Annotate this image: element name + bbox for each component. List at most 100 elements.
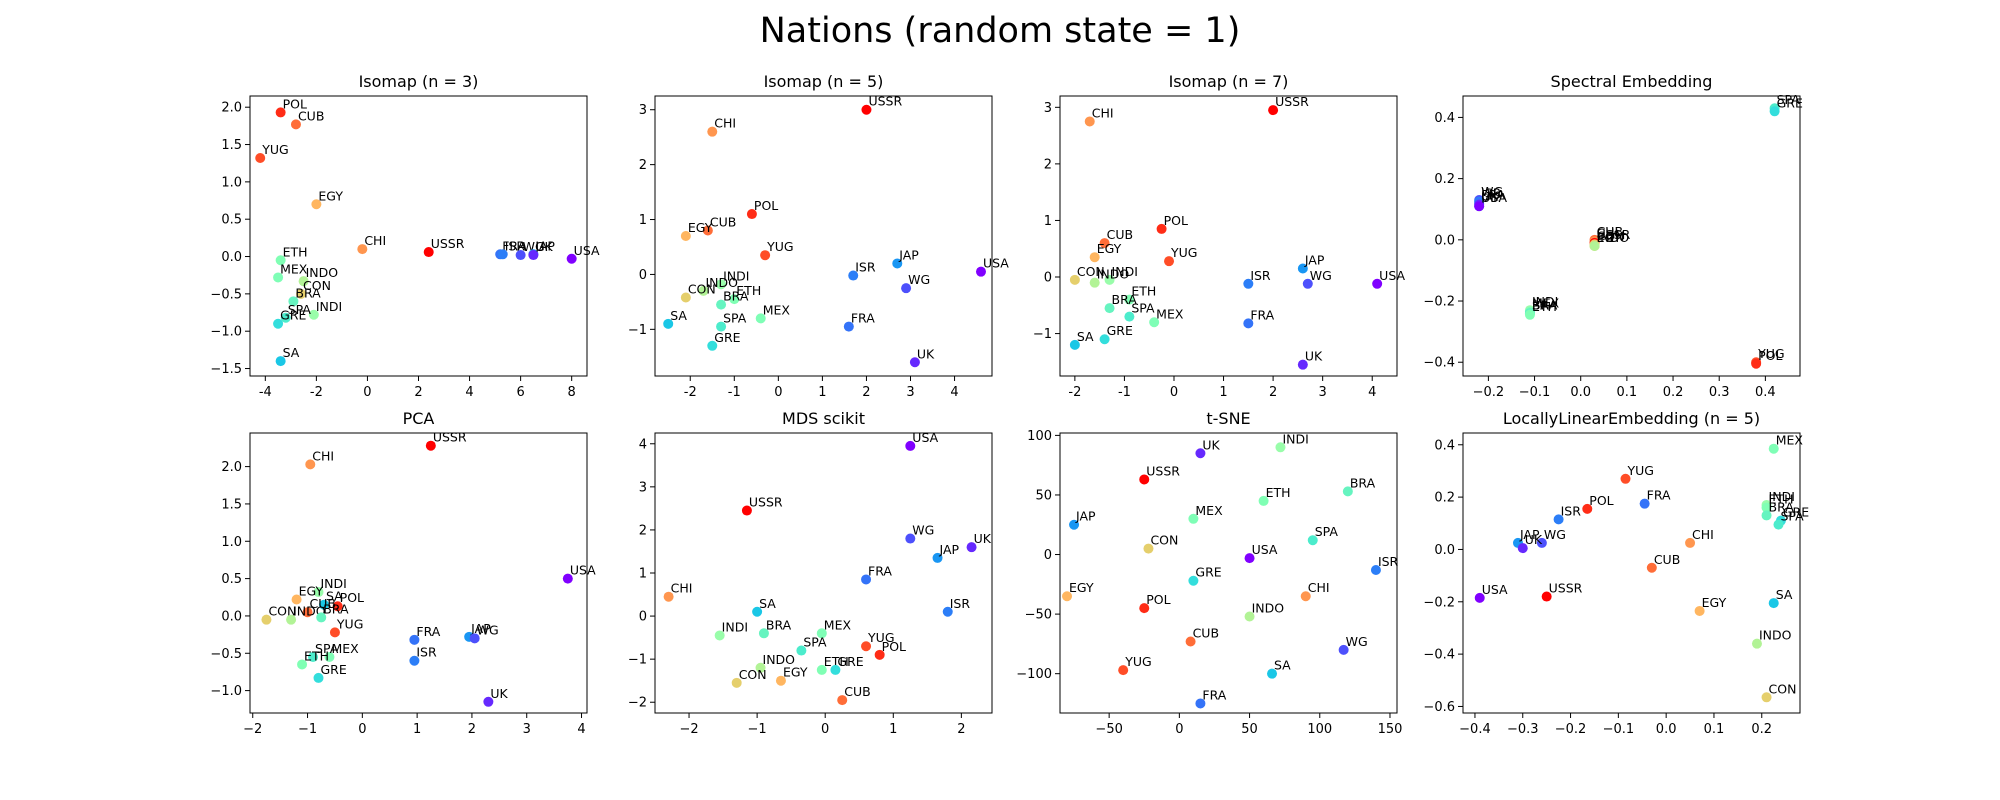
point-label: SPA: [1315, 524, 1339, 539]
point-pol: [746, 209, 757, 220]
point-label: CON: [268, 604, 296, 619]
point-jap: [892, 258, 903, 269]
point-label: WG: [912, 523, 934, 538]
point-label: YUG: [766, 239, 793, 254]
x-tick-label: 2: [957, 722, 965, 737]
point-label: POL: [283, 96, 307, 111]
point-label: BRA: [323, 601, 349, 616]
point-usa: [566, 253, 577, 264]
x-tick-label: −1: [298, 722, 317, 737]
point-label: BRA: [766, 617, 792, 632]
point-bra: [758, 628, 769, 639]
x-tick-label: −0.1: [1519, 385, 1551, 400]
point-label: POL: [340, 590, 364, 605]
point-mex: [1188, 513, 1199, 524]
point-indo: [698, 285, 709, 296]
point-label: FRA: [1250, 307, 1274, 322]
point-sa: [663, 318, 674, 329]
x-tick-label: -2: [684, 385, 697, 400]
point-pol: [332, 601, 343, 612]
point-label: JAP: [1480, 190, 1501, 205]
point-label: UK: [1305, 349, 1323, 364]
point-indo: [1089, 277, 1100, 288]
x-tick-label: 0: [1175, 722, 1183, 737]
point-con: [1143, 543, 1154, 554]
point-label: CHI: [364, 233, 386, 248]
point-fra: [1195, 698, 1206, 709]
point-label: CON: [1597, 228, 1625, 243]
x-tick-label: 0.2: [1663, 385, 1684, 400]
point-label: BRA: [1112, 292, 1138, 307]
point-spa: [1307, 535, 1318, 546]
point-chi: [707, 126, 718, 137]
point-label: BRA: [1769, 499, 1795, 514]
point-label: POL: [1164, 213, 1188, 228]
x-tick-label: −50: [1095, 722, 1122, 737]
point-ussr: [861, 104, 872, 115]
point-mex: [1768, 443, 1779, 454]
x-tick-label: 6: [516, 385, 524, 400]
point-label: GRE: [1777, 95, 1803, 110]
point-label: CUB: [1597, 224, 1623, 239]
point-label: JAP: [1304, 253, 1325, 268]
point-wg: [469, 633, 480, 644]
point-label: ETH: [736, 283, 761, 298]
point-yug: [861, 641, 872, 652]
point-uk: [528, 250, 539, 261]
point-label: FRA: [1481, 187, 1505, 202]
point-indo: [755, 662, 766, 673]
point-con: [731, 677, 742, 688]
point-spa: [796, 645, 807, 656]
y-tick-label: 0.4: [1434, 111, 1455, 126]
point-yug: [1164, 256, 1175, 267]
point-label: CUB: [1654, 552, 1680, 567]
y-tick-label: 0.0: [1434, 543, 1455, 558]
panel-7: t-SNE −50 0 50 100 150 −100 −50 0 50 100 UK INDI USSR…: [1016, 409, 1402, 737]
point-yug: [1118, 665, 1129, 676]
point-label: MEX: [763, 302, 791, 317]
point-label: BRA: [1532, 297, 1558, 312]
x-tick-label: 0: [1170, 385, 1178, 400]
point-usa: [562, 573, 573, 584]
point-label: WG: [908, 272, 930, 287]
point-label: CON: [1769, 681, 1797, 696]
point-label: ETH: [1532, 299, 1557, 314]
point-label: CHI: [714, 116, 736, 131]
point-pol: [1751, 358, 1762, 369]
point-cub: [290, 119, 301, 130]
y-tick-label: 1: [639, 567, 647, 582]
point-indi: [1104, 274, 1115, 285]
point-label: USA: [570, 563, 596, 578]
point-eth: [275, 255, 286, 266]
point-bra: [716, 299, 727, 310]
point-label: EGY: [783, 665, 808, 680]
point-label: CON: [303, 278, 331, 293]
point-bra: [288, 296, 299, 307]
x-tick-label: 100: [1307, 722, 1332, 737]
x-tick-label: 0.3: [1709, 385, 1730, 400]
point-jap: [1069, 519, 1080, 530]
y-tick-label: −1.0: [210, 684, 242, 699]
point-pol: [1156, 223, 1167, 234]
point-label: USSR: [1549, 581, 1583, 596]
x-tick-label: 2: [468, 722, 476, 737]
point-label: SA: [326, 589, 343, 604]
point-ussr: [1541, 591, 1552, 602]
point-cub: [1646, 562, 1657, 573]
point-label: WG: [1346, 634, 1368, 649]
point-indi: [313, 587, 324, 598]
point-label: SPA: [315, 641, 339, 656]
point-label: INDO: [1252, 600, 1285, 615]
point-label: SA: [759, 596, 776, 611]
point-label: USA: [912, 430, 938, 445]
point-label: GRE: [714, 330, 740, 345]
point-spa: [1124, 311, 1135, 322]
point-spa: [1773, 519, 1784, 530]
point-egy: [775, 675, 786, 686]
point-label: CON: [739, 667, 767, 682]
panel-title: Spectral Embedding: [1551, 72, 1713, 91]
point-cub: [1185, 636, 1196, 647]
point-indi: [716, 279, 727, 290]
point-label: EGY: [318, 188, 343, 203]
point-pol: [1139, 603, 1150, 614]
